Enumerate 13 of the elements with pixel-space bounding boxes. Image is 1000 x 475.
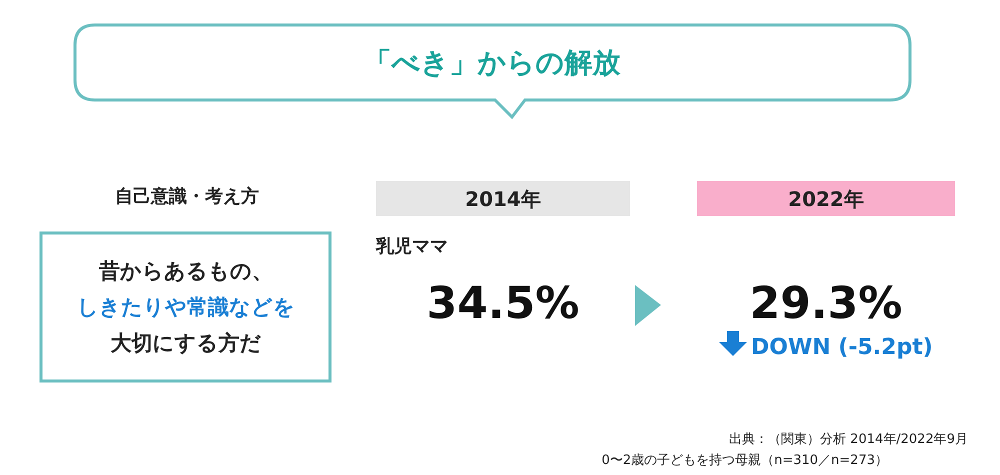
text: 昔からあるもの、 bbox=[98, 259, 273, 283]
text: 「べき」からの解放 bbox=[364, 46, 622, 79]
data-label: 34.5% bbox=[426, 278, 580, 329]
text: 乳児ママ bbox=[375, 236, 448, 257]
data-label: 29.3% bbox=[750, 278, 902, 329]
text: DOWN (-5.2pt) bbox=[751, 335, 933, 360]
text: 自己意識・考え方 bbox=[115, 186, 259, 207]
text: 0〜2歳の子どもを持つ母親（n=310／n=273） bbox=[602, 453, 888, 468]
text: 大切にする方だ bbox=[110, 331, 262, 355]
category-label: 2022年 bbox=[788, 187, 864, 211]
category-label: 2014年 bbox=[465, 187, 541, 211]
source-note: 出典：（関東）分析 2014年/2022年9月 bbox=[729, 432, 968, 447]
text: しきたりや常識などを bbox=[77, 295, 295, 319]
